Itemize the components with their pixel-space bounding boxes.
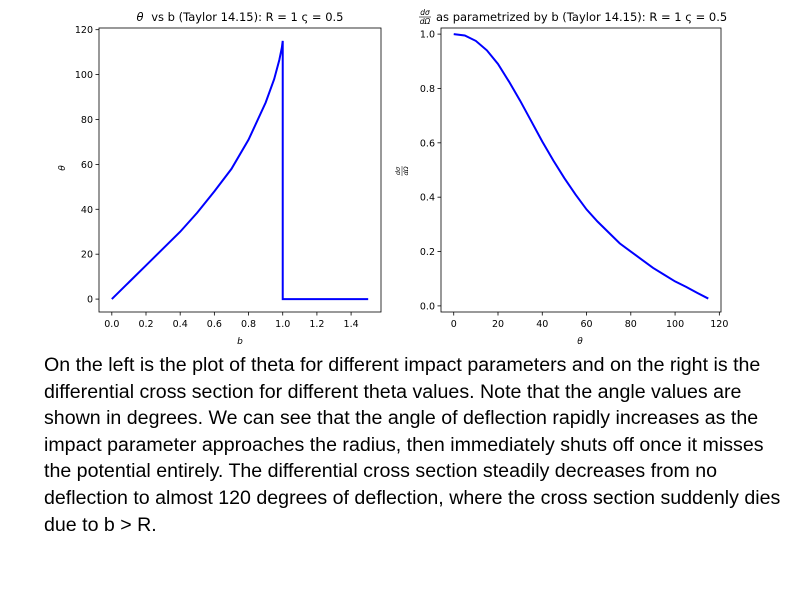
y-tick-label: 0.4: [420, 193, 435, 204]
x-tick-label: 1.0: [275, 319, 290, 330]
y-tick-label: 0: [87, 295, 93, 306]
y-tick-label: 1.0: [420, 30, 435, 41]
chart-title-text: as parametrized by b (Taylor 14.15): R =…: [436, 10, 727, 24]
chart-title: θ vs b (Taylor 14.15): R = 1 ς = 0.5: [136, 10, 343, 24]
y-tick-label: 0.0: [420, 301, 435, 312]
x-tick-label: 0.6: [207, 319, 222, 330]
chart-title-text: vs b (Taylor 14.15): R = 1 ς = 0.5: [151, 10, 343, 24]
x-ticks: 0 20 40 60 80 100 120: [451, 312, 728, 330]
series-line: [111, 40, 369, 301]
plot-area-frame: [440, 27, 722, 313]
x-tick-label: 0.4: [173, 319, 188, 330]
y-ticks: 0 20 40 60 80 100 120: [75, 25, 99, 306]
y-tick-label: 80: [81, 115, 93, 126]
x-ticks: 0.0 0.2 0.4 0.6 0.8 1.0 1.2 1.4: [104, 312, 359, 330]
caption-paragraph: On the left is the plot of theta for dif…: [44, 354, 781, 536]
x-tick-label: 100: [666, 319, 684, 330]
title-fraction-num: dσ: [420, 8, 430, 17]
x-tick-label: 80: [625, 319, 637, 330]
x-tick-label: 0.8: [241, 319, 256, 330]
y-label-num: dσ: [394, 166, 402, 175]
x-tick-label: 20: [492, 319, 504, 330]
chart-title-symbol: θ: [136, 10, 143, 24]
x-tick-label: 0: [451, 319, 457, 330]
chart-title: dσ dΩ as parametrized by b (Taylor 14.15…: [419, 8, 727, 26]
y-tick-label: 0.6: [420, 138, 435, 149]
y-tick-label: 120: [75, 25, 93, 36]
y-tick-label: 0.2: [420, 247, 435, 258]
x-tick-label: 120: [710, 319, 728, 330]
y-tick-label: 40: [81, 205, 93, 216]
y-tick-label: 60: [81, 160, 93, 171]
y-axis-label: dσ dΩ: [394, 166, 410, 176]
x-tick-label: 1.2: [309, 319, 324, 330]
x-tick-label: 1.4: [344, 319, 359, 330]
x-tick-label: 40: [536, 319, 548, 330]
x-tick-label: 0.0: [104, 319, 119, 330]
cross-section-chart: dσ dΩ as parametrized by b (Taylor 14.15…: [394, 8, 728, 347]
title-fraction-den: dΩ: [420, 17, 431, 26]
x-axis-label: b: [237, 337, 243, 347]
y-tick-label: 100: [75, 70, 93, 81]
series-line: [453, 33, 709, 300]
theta-vs-b-chart: θ vs b (Taylor 14.15): R = 1 ς = 0.5 θ b…: [58, 10, 382, 347]
x-tick-label: 0.2: [138, 319, 153, 330]
y-label-den: dΩ: [402, 166, 410, 175]
figure: θ vs b (Taylor 14.15): R = 1 ς = 0.5 θ b…: [58, 8, 728, 347]
y-tick-label: 20: [81, 250, 93, 261]
y-tick-label: 0.8: [420, 84, 435, 95]
plot-area-frame: [98, 27, 382, 313]
x-axis-label: θ: [577, 337, 583, 347]
y-axis-label: θ: [58, 165, 68, 171]
x-tick-label: 60: [580, 319, 592, 330]
y-ticks: 0.0 0.2 0.4 0.6 0.8 1.0: [420, 30, 441, 312]
